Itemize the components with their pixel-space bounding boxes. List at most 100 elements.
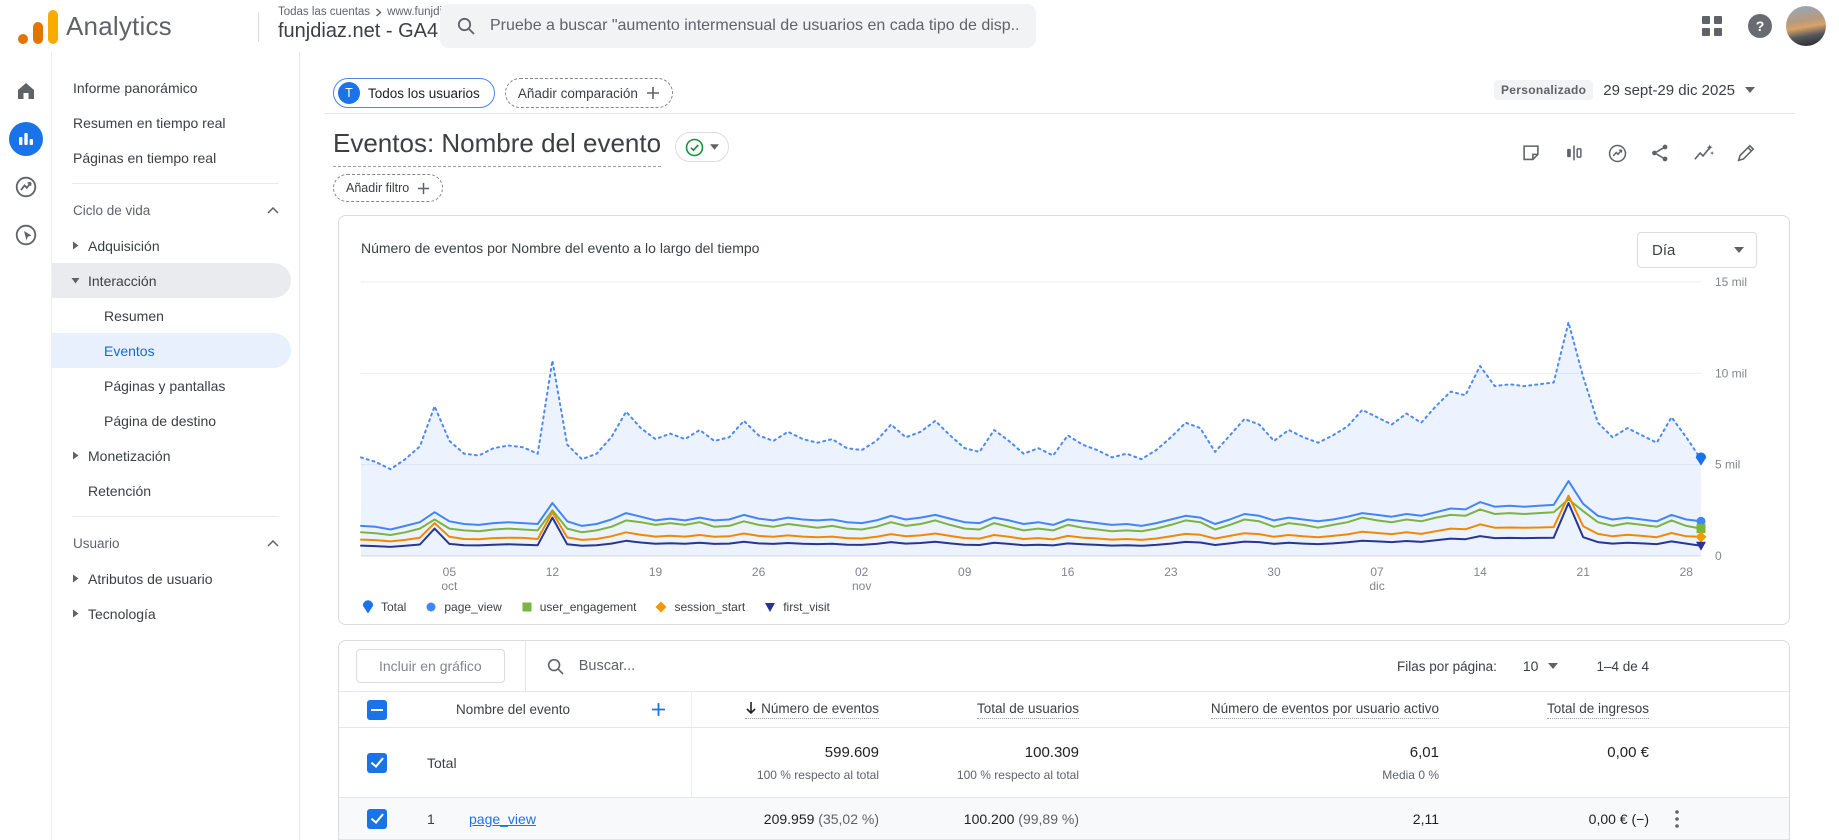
svg-text:0: 0 [1715, 549, 1722, 563]
include-in-chart-button[interactable]: Incluir en gráfico [356, 649, 505, 683]
global-search-input[interactable] [488, 16, 1020, 36]
rows-per-page-label: Filas por página: [1397, 658, 1497, 674]
share-icon[interactable] [1647, 140, 1673, 166]
table-search[interactable] [546, 657, 881, 676]
report-actions [1518, 140, 1759, 166]
column-header-revenue[interactable]: Total de ingresos [1546, 692, 1649, 727]
sparkline-insights-icon[interactable] [1690, 140, 1716, 166]
chevron-up-icon [267, 206, 279, 214]
svg-text:16: 16 [1061, 565, 1075, 579]
date-range-picker[interactable]: Personalizado 29 sept-29 dic 2025 [1493, 80, 1755, 100]
nav-section-usuario[interactable]: Usuario [52, 525, 299, 561]
rows-per-page-value[interactable]: 10 [1522, 658, 1539, 674]
svg-text:05: 05 [443, 565, 457, 579]
triangle-legend-glyph [765, 603, 776, 612]
audience-chip-label: Todos los usuarios [368, 85, 480, 101]
row-checkbox[interactable] [367, 808, 387, 829]
add-filter-chip[interactable]: Añadir filtro [333, 174, 444, 202]
nav-section-ciclo-de-vida[interactable]: Ciclo de vida [52, 192, 299, 228]
legend-item-session_start[interactable]: session_start [654, 600, 745, 614]
avatar[interactable] [1786, 6, 1826, 46]
triangle-down-icon [71, 278, 79, 284]
nav-item-eventos[interactable]: Eventos [52, 333, 291, 368]
page-title[interactable]: Eventos: Nombre del evento [333, 128, 662, 167]
home-icon[interactable] [9, 74, 43, 108]
advertising-icon[interactable] [9, 218, 43, 252]
nav-item-pagina-de-destino[interactable]: Página de destino [104, 412, 217, 429]
column-header-events-per-user[interactable]: Número de eventos por usuario activo [1210, 692, 1439, 727]
interval-select[interactable]: Día [1637, 232, 1757, 268]
explore-icon[interactable] [9, 170, 43, 204]
total-row-label: Total [427, 754, 457, 771]
row-checkbox[interactable] [367, 752, 387, 773]
nav-item-tecnologia[interactable]: Tecnología [52, 596, 291, 631]
row-index: 1 [427, 810, 435, 827]
table-search-input[interactable] [576, 657, 881, 675]
row-revenue: 0,00 € (−) [1588, 810, 1649, 827]
legend-item-Total[interactable]: Total [361, 600, 406, 614]
triangle-right-icon [72, 609, 78, 618]
total-users: 100.309 [1024, 743, 1079, 761]
nav-item-paginas-tiempo-real[interactable]: Páginas en tiempo real [73, 149, 217, 166]
column-header-users[interactable]: Total de usuarios [976, 692, 1079, 727]
row-users-pct: (99,89 %) [1018, 810, 1079, 827]
help-icon[interactable]: ? [1748, 14, 1772, 38]
nav-item-resumen-tiempo-real[interactable]: Resumen en tiempo real [73, 114, 226, 131]
legend-item-page_view[interactable]: page_view [424, 600, 502, 614]
event-name-link[interactable]: page_view [469, 810, 536, 827]
triangle-right-icon [72, 241, 78, 250]
nav-item-paginas-y-pantallas[interactable]: Páginas y pantallas [104, 377, 226, 394]
chart-legend: Total page_view user_engagement session_sta… [361, 600, 830, 614]
column-header-dimension[interactable]: Nombre del evento [456, 702, 571, 717]
topbar-divider [258, 12, 259, 42]
pagination: Filas por página: 10 1–4 de 4 [1397, 658, 1789, 674]
legend-item-user_engagement[interactable]: user_engagement [520, 600, 637, 614]
table-total-row: Total 599.609 100 % respecto al total 10… [339, 728, 1789, 798]
nav-item-informe-panoramico[interactable]: Informe panorámico [73, 79, 198, 96]
nav-divider [72, 516, 279, 517]
legend-label: first_visit [783, 600, 830, 614]
triangle-right-icon [72, 574, 78, 583]
nav-item-adquisicion[interactable]: Adquisición [52, 228, 291, 263]
column-divider [691, 691, 692, 840]
caret-down-icon[interactable] [1548, 663, 1559, 669]
legend-label: user_engagement [539, 600, 637, 614]
nav-item-interaccion[interactable]: Interacción [52, 263, 291, 298]
add-dimension-button[interactable] [651, 692, 666, 727]
app-name: Analytics [66, 11, 172, 41]
add-comparison-chip[interactable]: Añadir comparación [504, 78, 673, 108]
nav-item-retencion[interactable]: Retención [88, 482, 152, 499]
select-all-checkbox[interactable] [367, 699, 387, 720]
shield-legend-glyph [362, 600, 374, 614]
property-selector[interactable]: funjdiaz.net - GA4 [278, 20, 455, 43]
triangle-right-icon [72, 451, 78, 460]
svg-text:15 mil: 15 mil [1715, 275, 1747, 289]
chevron-up-icon [267, 539, 279, 547]
sort-desc-icon [746, 702, 756, 715]
edit-pencil-icon[interactable] [1733, 140, 1759, 166]
row-menu-kebab-icon[interactable] [1675, 798, 1679, 839]
nav-item-atributos-de-usuario[interactable]: Atributos de usuario [52, 561, 291, 596]
data-quality-badge[interactable] [675, 132, 730, 162]
table-toolbar: Incluir en gráfico Filas por página: 10 … [339, 641, 1789, 692]
reports-icon[interactable] [8, 122, 43, 156]
table-header-row: Nombre del evento Número de eventos Tota… [339, 692, 1789, 728]
total-events-per-user: 6,01 [1409, 743, 1439, 761]
compare-reports-icon[interactable] [1561, 140, 1587, 166]
legend-label: Total [381, 600, 407, 614]
nav-item-resumen[interactable]: Resumen [104, 307, 164, 324]
legend-item-first_visit[interactable]: first_visit [763, 600, 830, 614]
column-header-events[interactable]: Número de eventos [745, 692, 879, 727]
feedback-note-icon[interactable] [1518, 140, 1544, 166]
audience-initial: T [338, 82, 360, 104]
check-circle-icon [685, 138, 704, 156]
table-row[interactable]: 1 page_view 209.959 (35,02 %) 100.200 (9… [339, 798, 1789, 840]
analytics-logo-icon[interactable] [16, 8, 62, 46]
legend-label: page_view [444, 600, 502, 614]
apps-grid-icon[interactable] [1702, 16, 1722, 36]
global-search[interactable] [440, 4, 1036, 48]
insights-icon[interactable] [1604, 140, 1630, 166]
all-users-chip[interactable]: T Todos los usuarios [333, 78, 495, 108]
nav-item-monetizacion[interactable]: Monetización [52, 438, 291, 473]
